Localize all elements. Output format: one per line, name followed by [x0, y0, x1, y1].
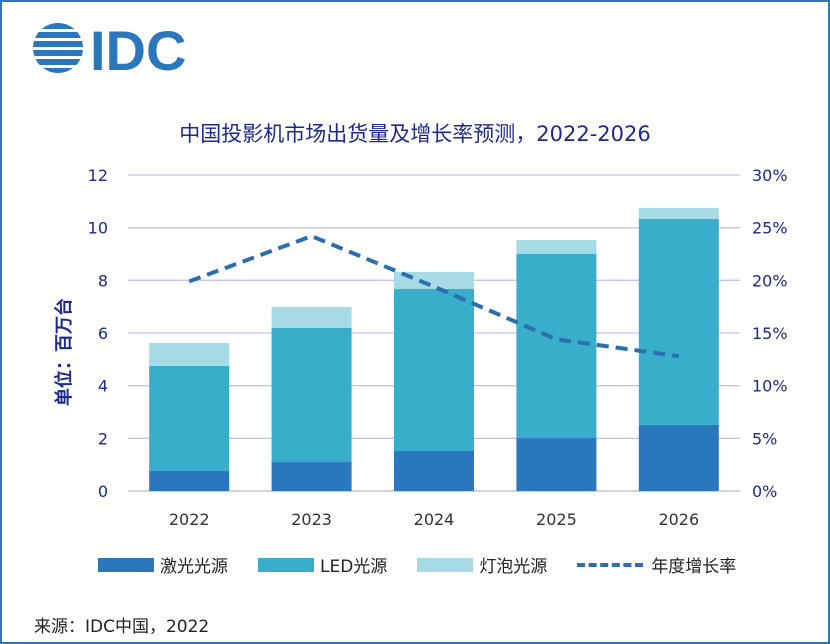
legend-item: 激光光源 — [98, 552, 228, 577]
x-tick-label: 2026 — [658, 510, 699, 529]
idc-logo: IDC — [33, 20, 186, 76]
y-axis-label: 单位：百万台 — [53, 298, 75, 406]
chart-title: 中国投影机市场出货量及增长率预测，2022-2026 — [179, 122, 651, 146]
legend-label: 年度增长率 — [651, 557, 737, 577]
y2-tick-label: 20% — [752, 271, 788, 290]
bar-segment — [149, 365, 230, 471]
svg-text:IDC: IDC — [90, 20, 186, 76]
source-note: 来源：IDC中国，2022 — [34, 617, 210, 637]
y2-tick-label: 30% — [752, 166, 788, 185]
y-tick-label: 12 — [88, 166, 108, 185]
y2-tick-label: 10% — [752, 377, 788, 396]
x-tick-label: 2022 — [169, 510, 210, 529]
legend-swatch — [98, 557, 154, 572]
growth-rate-line — [188, 233, 680, 359]
bar-segment — [394, 289, 474, 451]
legend-label: LED光源 — [320, 557, 388, 577]
bar-segment — [271, 306, 352, 328]
bar-segment — [516, 438, 597, 491]
bar-segment — [149, 470, 230, 491]
legend-dash — [577, 562, 644, 567]
y-tick-label: 10 — [88, 219, 108, 238]
y-tick-label: 6 — [98, 324, 108, 343]
bar-segment — [638, 207, 719, 219]
bar-segment — [394, 450, 474, 491]
legend-item: LED光源 — [258, 552, 387, 577]
bar-segment — [638, 424, 719, 491]
x-tick-label: 2023 — [291, 510, 332, 529]
bar-segment — [516, 254, 597, 439]
bar-segment — [638, 218, 719, 425]
y2-tick-label: 25% — [752, 219, 788, 238]
y-tick-label: 4 — [98, 377, 108, 396]
bar-segment — [149, 343, 230, 366]
legend-item: 灯泡光源 — [417, 552, 547, 577]
x-tick-label: 2024 — [414, 510, 455, 529]
bar-segment — [516, 240, 597, 254]
y-tick-label: 8 — [98, 271, 108, 290]
legend-swatch — [258, 557, 314, 572]
legend-label: 激光光源 — [160, 557, 228, 577]
y2-tick-label: 15% — [752, 324, 788, 343]
bar-segment — [394, 271, 474, 290]
legend-item: 年度增长率 — [577, 552, 736, 577]
bar-segment — [271, 327, 352, 463]
bar-segment — [271, 462, 352, 491]
legend: 激光光源 LED光源 灯泡光源 年度增长率 — [98, 552, 766, 577]
y-tick-label: 2 — [98, 429, 108, 448]
x-tick-label: 2025 — [536, 510, 577, 529]
y-tick-label: 0 — [98, 482, 108, 501]
y2-tick-label: 0% — [752, 482, 777, 501]
legend-swatch — [417, 557, 474, 572]
legend-label: 灯泡光源 — [479, 557, 548, 577]
y2-tick-label: 5% — [752, 429, 777, 448]
